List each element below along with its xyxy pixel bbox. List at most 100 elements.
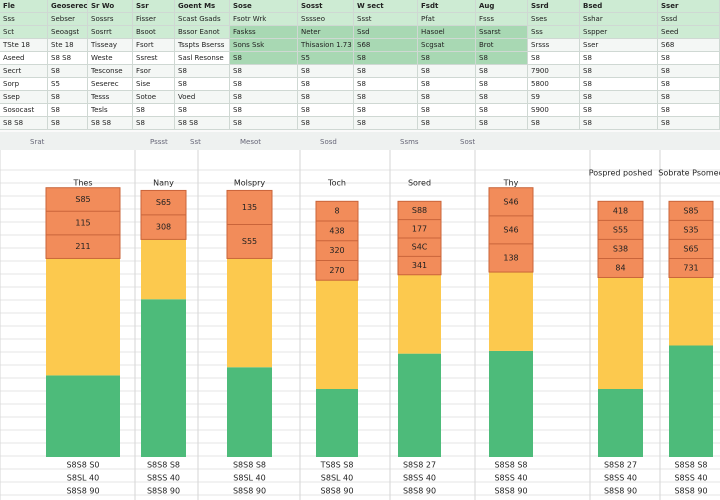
cell[interactable]: S8 bbox=[476, 52, 528, 65]
cell[interactable]: Fsss bbox=[476, 13, 528, 26]
cell[interactable]: S8 bbox=[418, 91, 476, 104]
cell[interactable]: Sosst bbox=[298, 0, 354, 13]
cell[interactable]: Tesls bbox=[88, 104, 133, 117]
cell[interactable]: Bsed bbox=[580, 0, 658, 13]
toolbar-item[interactable]: Mesot bbox=[240, 138, 262, 146]
cell[interactable]: Geoserech bbox=[48, 0, 88, 13]
cell[interactable]: S8 bbox=[418, 104, 476, 117]
cell[interactable]: Ssd bbox=[354, 26, 418, 39]
cell[interactable]: S8 S8 bbox=[88, 117, 133, 130]
cell[interactable]: Sise bbox=[133, 78, 175, 91]
cell[interactable]: Tsspts Bserss bbox=[175, 39, 230, 52]
cell[interactable]: S8 bbox=[354, 52, 418, 65]
cell[interactable]: Sose bbox=[230, 0, 298, 13]
cell[interactable]: Srsss bbox=[528, 39, 580, 52]
cell[interactable]: S8 S8 bbox=[0, 117, 48, 130]
cell[interactable]: S8 bbox=[175, 78, 230, 91]
cell[interactable]: S8 bbox=[230, 91, 298, 104]
cell[interactable]: S8 bbox=[230, 117, 298, 130]
cell[interactable]: S8 bbox=[580, 78, 658, 91]
cell[interactable]: S8 bbox=[580, 104, 658, 117]
cell[interactable]: S8 bbox=[418, 78, 476, 91]
cell[interactable]: S8 bbox=[48, 65, 88, 78]
cell[interactable]: Faskss bbox=[230, 26, 298, 39]
cell[interactable]: W sect bbox=[354, 0, 418, 13]
cell[interactable]: Sser bbox=[658, 0, 720, 13]
cell[interactable]: S8 S8 bbox=[48, 52, 88, 65]
cell[interactable]: S8 bbox=[528, 52, 580, 65]
cell[interactable]: Sssseo bbox=[298, 13, 354, 26]
cell[interactable]: Fsor bbox=[133, 65, 175, 78]
cell[interactable]: Ssarst bbox=[476, 26, 528, 39]
cell[interactable]: S8 bbox=[48, 117, 88, 130]
cell[interactable]: Sssd bbox=[658, 13, 720, 26]
cell[interactable]: Sses bbox=[528, 13, 580, 26]
cell[interactable]: S8 bbox=[133, 117, 175, 130]
cell[interactable]: Ssst bbox=[354, 13, 418, 26]
cell[interactable]: S8 bbox=[354, 65, 418, 78]
cell[interactable]: Sorp bbox=[0, 78, 48, 91]
cell[interactable]: S8 bbox=[658, 52, 720, 65]
cell[interactable]: S8 bbox=[230, 78, 298, 91]
cell[interactable]: S8 bbox=[354, 78, 418, 91]
cell[interactable]: S8 bbox=[580, 117, 658, 130]
cell[interactable]: Seserec bbox=[88, 78, 133, 91]
cell[interactable]: S8 bbox=[298, 117, 354, 130]
toolbar-item[interactable]: Srat bbox=[30, 138, 45, 146]
cell[interactable]: Scast Gsads bbox=[175, 13, 230, 26]
cell[interactable]: Fsdt bbox=[418, 0, 476, 13]
cell[interactable]: S8 bbox=[298, 104, 354, 117]
cell[interactable]: Goent Ms bbox=[175, 0, 230, 13]
cell[interactable]: TSte 18 bbox=[0, 39, 48, 52]
cell[interactable]: S8 bbox=[658, 104, 720, 117]
cell[interactable]: S8 bbox=[298, 78, 354, 91]
cell[interactable]: S8 S8 bbox=[175, 117, 230, 130]
toolbar-item[interactable]: Sost bbox=[460, 138, 476, 146]
cell[interactable]: S8 bbox=[133, 104, 175, 117]
cell[interactable]: S8 bbox=[658, 65, 720, 78]
cell[interactable]: S8 bbox=[354, 117, 418, 130]
cell[interactable]: Thisasion 1.73 bbox=[298, 39, 354, 52]
cell[interactable]: Ste 18 bbox=[48, 39, 88, 52]
toolbar-item[interactable]: Sst bbox=[190, 138, 201, 146]
cell[interactable]: Tesss bbox=[88, 91, 133, 104]
cell[interactable]: Sossrs bbox=[88, 13, 133, 26]
cell[interactable]: S8 bbox=[418, 65, 476, 78]
cell[interactable]: S8 bbox=[476, 91, 528, 104]
cell[interactable]: Voed bbox=[175, 91, 230, 104]
cell[interactable]: Sct bbox=[0, 26, 48, 39]
toolbar-item[interactable]: Pssst bbox=[150, 138, 168, 146]
cell[interactable]: S8 bbox=[48, 104, 88, 117]
cell[interactable]: Hasoel bbox=[418, 26, 476, 39]
cell[interactable]: S8 bbox=[528, 117, 580, 130]
cell[interactable]: Sotoe bbox=[133, 91, 175, 104]
cell[interactable]: Sons Ssk bbox=[230, 39, 298, 52]
cell[interactable]: S8 bbox=[580, 91, 658, 104]
cell[interactable]: S5 bbox=[298, 52, 354, 65]
cell[interactable]: 5800 bbox=[528, 78, 580, 91]
cell[interactable]: S8 bbox=[298, 91, 354, 104]
cell[interactable]: S8 bbox=[175, 65, 230, 78]
cell[interactable]: S8 bbox=[230, 65, 298, 78]
cell[interactable]: S8 bbox=[230, 52, 298, 65]
cell[interactable]: S8 bbox=[354, 104, 418, 117]
cell[interactable]: Fsotr Wrk bbox=[230, 13, 298, 26]
cell[interactable]: S8 bbox=[580, 52, 658, 65]
cell[interactable]: S8 bbox=[354, 91, 418, 104]
cell[interactable]: S5 bbox=[48, 78, 88, 91]
cell[interactable]: Fisser bbox=[133, 13, 175, 26]
cell[interactable]: Tisseay bbox=[88, 39, 133, 52]
cell[interactable]: Sser bbox=[580, 39, 658, 52]
cell[interactable]: Aseed bbox=[0, 52, 48, 65]
cell[interactable]: Sosrrt bbox=[88, 26, 133, 39]
cell[interactable]: S8 bbox=[476, 117, 528, 130]
toolbar-item[interactable]: Sosd bbox=[320, 138, 337, 146]
cell[interactable]: Tesconse bbox=[88, 65, 133, 78]
cell[interactable]: Bsoot bbox=[133, 26, 175, 39]
cell[interactable]: Sshar bbox=[580, 13, 658, 26]
cell[interactable]: Fle bbox=[0, 0, 48, 13]
cell[interactable]: Scgsat bbox=[418, 39, 476, 52]
cell[interactable]: Ssep bbox=[0, 91, 48, 104]
cell[interactable]: S900 bbox=[528, 104, 580, 117]
cell[interactable]: S8 bbox=[418, 117, 476, 130]
